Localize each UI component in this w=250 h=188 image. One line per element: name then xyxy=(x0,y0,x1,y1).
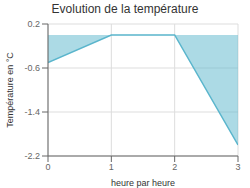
html-text:Evolution de la température: Evolution de la température xyxy=(51,2,199,16)
svg-text:-2.2: -2.2 xyxy=(24,151,40,161)
svg-text:3: 3 xyxy=(235,162,240,172)
svg-text:0: 0 xyxy=(45,162,50,172)
svg-text:1: 1 xyxy=(109,162,114,172)
svg-text:-1.4: -1.4 xyxy=(24,107,40,117)
svg-text:-0.6: -0.6 xyxy=(24,63,40,73)
svg-text:heure par heure: heure par heure xyxy=(111,178,175,188)
svg-text:2: 2 xyxy=(172,162,177,172)
svg-text:Température en °C: Température en °C xyxy=(8,52,15,128)
svg-text:0.2: 0.2 xyxy=(27,19,40,29)
